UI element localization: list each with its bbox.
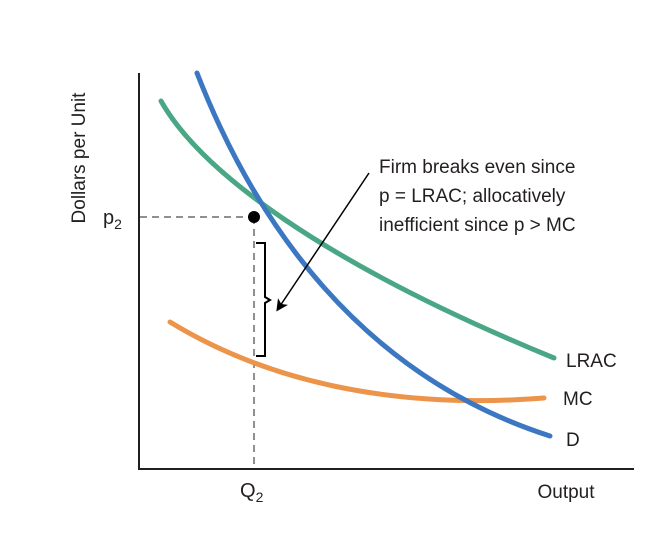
price-mc-gap-bracket (256, 242, 272, 357)
mc-curve (167, 319, 547, 404)
break-even-point (248, 211, 260, 223)
y-axis-label: Dollars per Unit (69, 92, 90, 224)
annotation-line-1: Firm breaks even since (379, 157, 575, 178)
demand-label: D (566, 430, 580, 451)
price-tick-base: p (103, 207, 114, 229)
annotation-line-3: inefficient since p > MC (379, 215, 576, 236)
quantity-tick-subscript: 2 (256, 489, 264, 505)
quantity-tick-label: Q2 (240, 480, 264, 505)
annotation-arrow (276, 172, 370, 312)
quantity-tick-base: Q (240, 480, 256, 502)
annotation-line-2: p = LRAC; allocatively (379, 186, 566, 207)
mc-label: MC (563, 389, 593, 410)
price-tick-subscript: 2 (114, 216, 122, 232)
lrac-curve (158, 98, 557, 361)
lrac-label: LRAC (566, 351, 617, 372)
x-axis-label: Output (537, 482, 595, 503)
demand-curve (194, 70, 553, 439)
price-tick-label: p2 (103, 207, 122, 232)
